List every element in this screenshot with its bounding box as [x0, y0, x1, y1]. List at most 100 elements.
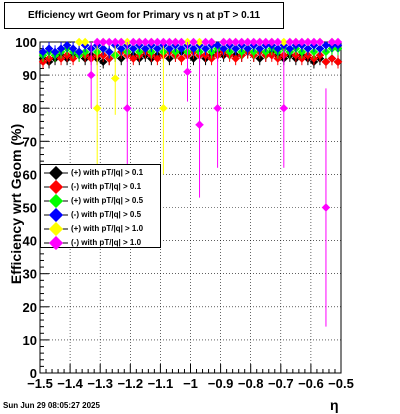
data-point — [159, 104, 168, 113]
data-point — [297, 37, 307, 47]
x-tick-label: −1.4 — [57, 376, 83, 391]
legend-marker — [44, 194, 68, 208]
x-tick-label: −1.1 — [148, 376, 174, 391]
x-tick-label: −1.2 — [117, 376, 143, 391]
data-point — [129, 37, 138, 47]
data-point — [333, 37, 343, 47]
data-point — [315, 37, 325, 47]
data-point — [273, 44, 282, 53]
legend-entry: (-) with pT/|q| > 0.1 — [41, 180, 160, 194]
data-point — [177, 37, 186, 47]
data-point — [153, 44, 162, 53]
data-series — [38, 37, 343, 327]
data-point — [249, 37, 258, 47]
data-point — [56, 44, 66, 53]
data-point — [153, 37, 162, 47]
series-group — [86, 37, 343, 327]
legend-entry: (+) with pT/|q| > 1.0 — [41, 222, 160, 236]
y-tick-label: 60 — [23, 167, 37, 182]
data-point — [243, 37, 252, 47]
y-tick-label: 30 — [23, 267, 37, 282]
data-point — [38, 47, 48, 57]
data-point — [279, 104, 289, 113]
data-point — [177, 44, 186, 53]
data-point — [273, 37, 282, 47]
legend-label: (-) with pT/|q| > 0.1 — [71, 182, 142, 191]
y-tick-label: 10 — [23, 333, 37, 348]
y-tick-label: 40 — [23, 234, 37, 249]
data-point — [309, 37, 319, 47]
data-point — [177, 54, 186, 63]
legend-marker — [44, 222, 68, 236]
data-point — [135, 37, 144, 47]
data-point — [171, 37, 180, 47]
data-point — [117, 44, 126, 53]
series-group — [38, 41, 343, 59]
y-tick-label: 0 — [30, 366, 37, 381]
data-point — [321, 57, 331, 67]
data-point — [231, 54, 240, 63]
data-point — [68, 44, 78, 53]
data-point — [213, 41, 222, 50]
legend-marker — [44, 208, 68, 222]
data-point — [189, 44, 198, 53]
data-point — [231, 44, 240, 53]
x-tick-label: −0.9 — [208, 376, 234, 391]
data-point — [213, 104, 222, 113]
data-point — [44, 44, 54, 53]
x-tick-label: −1 — [183, 376, 198, 391]
x-tick-label: −1.5 — [27, 376, 53, 391]
data-point — [207, 37, 216, 47]
axes: −1.5 −1.4 −1.3 −1.2 −1.1 −1 −0.9 −0.8 −0.7 −0.6 −0… — [15, 35, 354, 391]
legend-label: (-) with pT/|q| > 0.5 — [71, 210, 142, 219]
data-point — [279, 37, 289, 47]
data-point — [62, 41, 72, 50]
y-tick-label: 20 — [23, 300, 37, 315]
data-point — [243, 44, 252, 53]
data-point — [74, 37, 84, 47]
data-point — [141, 37, 150, 47]
data-point — [189, 37, 198, 47]
y-tick-label: 100 — [15, 35, 37, 50]
data-point — [225, 37, 234, 47]
x-tick-label: −1.3 — [87, 376, 113, 391]
y-tick-label: 80 — [23, 101, 37, 116]
legend-entry: (+) with pT/|q| > 0.1 — [41, 166, 160, 180]
data-point — [183, 67, 192, 76]
legend-marker — [44, 166, 68, 180]
data-point — [201, 44, 210, 53]
data-point — [195, 37, 204, 47]
data-point — [147, 37, 156, 47]
data-point — [141, 44, 150, 53]
data-point — [231, 37, 240, 47]
x-tick-label: −0.7 — [268, 376, 294, 391]
data-point — [201, 37, 210, 47]
data-point — [261, 37, 270, 47]
x-axis-label: η — [330, 397, 339, 413]
data-point — [123, 104, 132, 113]
data-point — [99, 44, 108, 53]
data-point — [111, 37, 120, 47]
legend-label: (+) with pT/|q| > 1.0 — [71, 224, 144, 233]
data-point — [165, 44, 174, 53]
data-point — [153, 54, 162, 63]
data-point — [291, 37, 301, 47]
data-point — [99, 37, 108, 47]
legend: (+) with pT/|q| > 0.1 (-) with pT/|q| > … — [40, 164, 161, 250]
data-point — [50, 47, 60, 57]
x-tick-label: −0.6 — [298, 376, 324, 391]
data-point — [105, 37, 114, 47]
y-tick-label: 70 — [23, 134, 37, 149]
data-point — [129, 54, 138, 63]
data-point — [219, 44, 228, 53]
data-point — [267, 37, 276, 47]
legend-entry: (-) with pT/|q| > 0.5 — [41, 208, 160, 222]
data-point — [165, 37, 174, 47]
data-point — [105, 47, 114, 57]
legend-label: (+) with pT/|q| > 0.5 — [71, 196, 144, 205]
data-point — [111, 74, 120, 83]
y-axis-label: Efficiency wrt Geom (%) — [8, 123, 24, 285]
x-tick-label: −0.5 — [328, 376, 354, 391]
title-box: Efficiency wrt Geom for Primary vs η at … — [4, 2, 284, 29]
